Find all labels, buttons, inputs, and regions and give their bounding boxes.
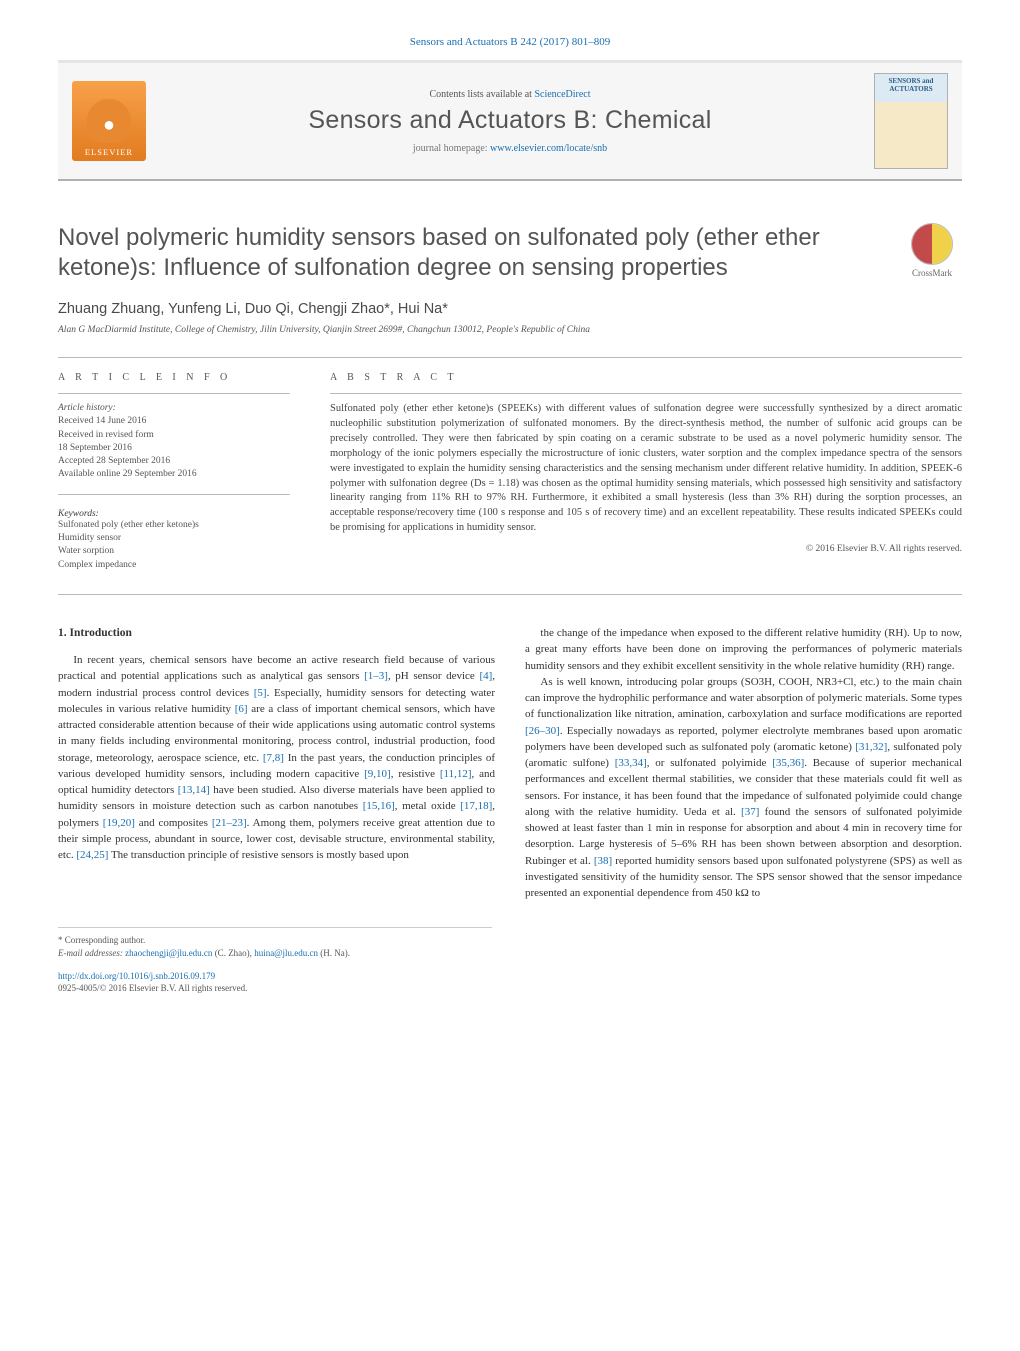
contents-prefix: Contents lists available at: [429, 89, 534, 100]
ref-citation[interactable]: [11,12]: [440, 768, 472, 780]
ref-citation[interactable]: [26–30]: [525, 725, 560, 737]
body-paragraph: As is well known, introducing polar grou…: [525, 674, 962, 902]
elsevier-tree-icon: [87, 99, 131, 143]
citation-bar: Sensors and Actuators B 242 (2017) 801–8…: [58, 36, 962, 48]
ref-citation[interactable]: [35,36]: [772, 757, 804, 769]
body-paragraph: the change of the impedance when exposed…: [525, 625, 962, 674]
body-col-left: 1. Introduction In recent years, chemica…: [58, 625, 495, 902]
ref-citation[interactable]: [7,8]: [263, 752, 284, 764]
keywords-label: Keywords:: [58, 509, 290, 519]
email-label: E-mail addresses:: [58, 948, 125, 958]
keyword: Complex impedance: [58, 559, 290, 572]
keyword: Sulfonated poly (ether ether ketone)s: [58, 519, 290, 532]
history-label: Article history:: [58, 402, 290, 415]
divider: [58, 393, 290, 394]
ref-citation[interactable]: [17,18]: [460, 800, 492, 812]
doi-link[interactable]: http://dx.doi.org/10.1016/j.snb.2016.09.…: [58, 971, 215, 981]
abstract-block: a b s t r a c t Sulfonated poly (ether e…: [330, 372, 962, 572]
body-paragraph: In recent years, chemical sensors have b…: [58, 652, 495, 863]
ref-citation[interactable]: [13,14]: [178, 784, 210, 796]
ref-citation[interactable]: [5]: [254, 687, 267, 699]
email-who-1: (C. Zhao),: [212, 948, 254, 958]
article-history: Article history: Received 14 June 2016 R…: [58, 402, 290, 482]
cover-title-line2: ACTUATORS: [889, 86, 932, 94]
crossmark-badge[interactable]: CrossMark: [902, 223, 962, 278]
divider: [58, 494, 290, 495]
divider: [58, 357, 962, 358]
history-accepted: Accepted 28 September 2016: [58, 455, 290, 468]
sciencedirect-link[interactable]: ScienceDirect: [534, 89, 590, 100]
history-revised-2: 18 September 2016: [58, 442, 290, 455]
elsevier-logo: ELSEVIER: [72, 81, 146, 161]
journal-cover-thumb: SENSORS and ACTUATORS: [874, 73, 948, 169]
ref-citation[interactable]: [4]: [479, 670, 492, 682]
ref-citation[interactable]: [1–3]: [364, 670, 388, 682]
body-col-right: the change of the impedance when exposed…: [525, 625, 962, 902]
crossmark-label: CrossMark: [912, 268, 952, 278]
homepage-line: journal homepage: www.elsevier.com/locat…: [164, 143, 856, 154]
abstract-text: Sulfonated poly (ether ether ketone)s (S…: [330, 402, 962, 536]
header-center: Contents lists available at ScienceDirec…: [164, 89, 856, 154]
article-info-label: a r t i c l e i n f o: [58, 372, 290, 383]
publisher-name: ELSEVIER: [85, 147, 133, 157]
ref-citation[interactable]: [24,25]: [76, 849, 108, 861]
journal-name: Sensors and Actuators B: Chemical: [164, 106, 856, 135]
authors-line: Zhuang Zhuang, Yunfeng Li, Duo Qi, Cheng…: [58, 301, 962, 317]
ref-citation[interactable]: [19,20]: [103, 817, 135, 829]
footer-block: * Corresponding author. E-mail addresses…: [58, 927, 492, 994]
ref-citation[interactable]: [6]: [235, 703, 248, 715]
history-received: Received 14 June 2016: [58, 415, 290, 428]
article-info-block: a r t i c l e i n f o Article history: R…: [58, 372, 290, 572]
divider: [330, 393, 962, 394]
journal-header: ELSEVIER Contents lists available at Sci…: [58, 60, 962, 181]
ref-citation[interactable]: [21–23]: [212, 817, 247, 829]
paper-title: Novel polymeric humidity sensors based o…: [58, 223, 884, 283]
history-online: Available online 29 September 2016: [58, 468, 290, 481]
email-line: E-mail addresses: zhaochengji@jlu.edu.cn…: [58, 947, 492, 960]
affiliation: Alan G MacDiarmid Institute, College of …: [58, 325, 962, 335]
ref-citation[interactable]: [9,10]: [364, 768, 391, 780]
email-link-2[interactable]: huina@jlu.edu.cn: [254, 948, 318, 958]
ref-citation[interactable]: [31,32]: [855, 741, 887, 753]
history-revised-1: Received in revised form: [58, 429, 290, 442]
ref-citation[interactable]: [15,16]: [363, 800, 395, 812]
homepage-prefix: journal homepage:: [413, 143, 490, 154]
homepage-link[interactable]: www.elsevier.com/locate/snb: [490, 143, 607, 154]
abstract-copyright: © 2016 Elsevier B.V. All rights reserved…: [330, 544, 962, 554]
divider: [58, 594, 962, 595]
section-heading: 1. Introduction: [58, 625, 495, 642]
issn-copyright: 0925-4005/© 2016 Elsevier B.V. All right…: [58, 982, 492, 995]
crossmark-icon: [911, 223, 953, 265]
ref-citation[interactable]: [37]: [741, 806, 759, 818]
keyword: Humidity sensor: [58, 532, 290, 545]
abstract-label: a b s t r a c t: [330, 372, 962, 383]
email-who-2: (H. Na).: [318, 948, 350, 958]
keyword: Water sorption: [58, 545, 290, 558]
contents-line: Contents lists available at ScienceDirec…: [164, 89, 856, 100]
keywords-list: Sulfonated poly (ether ether ketone)s Hu…: [58, 519, 290, 572]
email-link-1[interactable]: zhaochengji@jlu.edu.cn: [125, 948, 212, 958]
corresponding-author: * Corresponding author.: [58, 934, 492, 947]
ref-citation[interactable]: [33,34]: [615, 757, 647, 769]
body-columns: 1. Introduction In recent years, chemica…: [58, 625, 962, 902]
ref-citation[interactable]: [38]: [594, 855, 612, 867]
